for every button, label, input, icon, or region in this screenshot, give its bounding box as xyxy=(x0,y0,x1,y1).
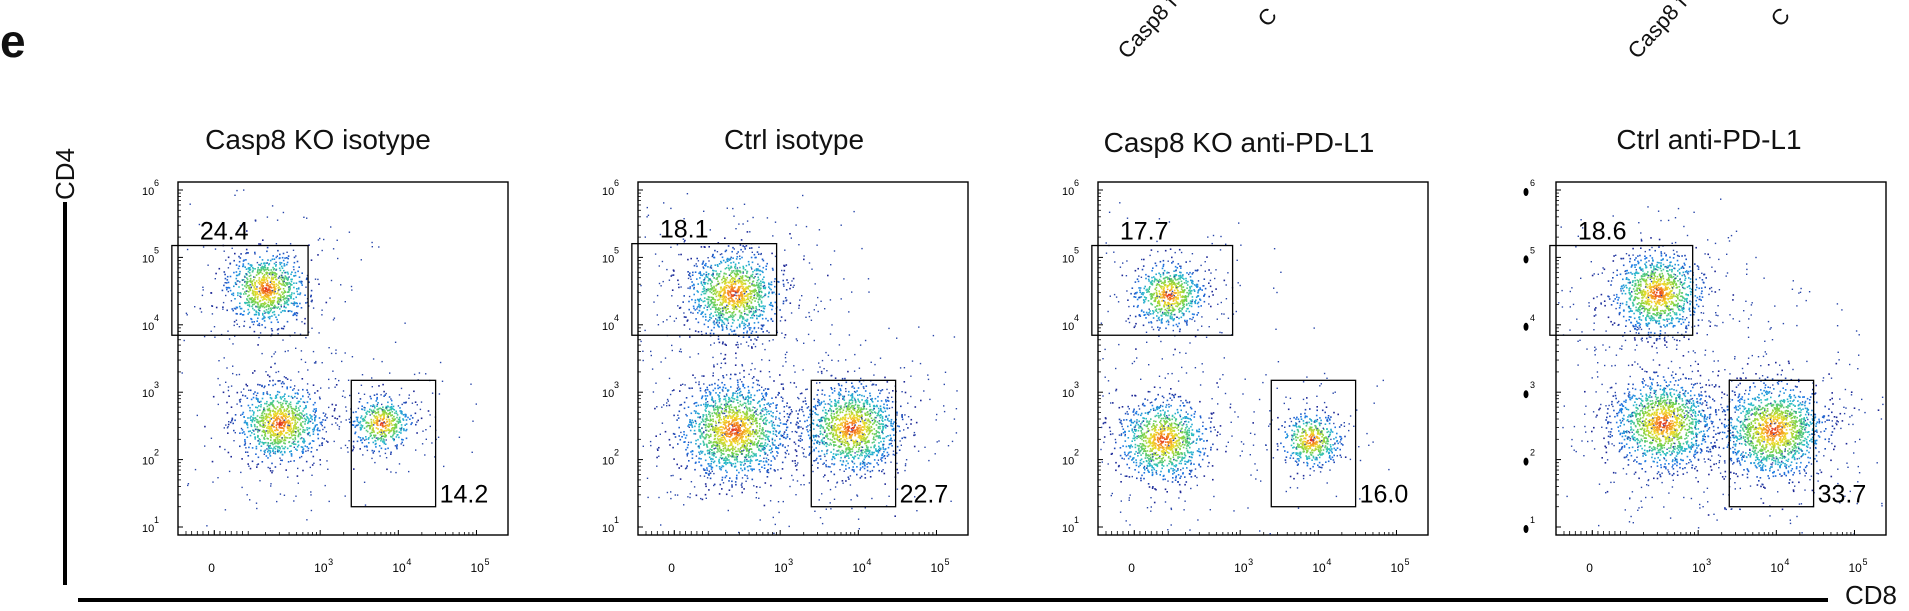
y-tick-exponent: 4 xyxy=(1530,313,1535,323)
x-tick-label: 0 xyxy=(668,561,675,575)
x-tick-exponent: 5 xyxy=(1862,557,1867,567)
x-tick-label: 10 xyxy=(1770,561,1784,575)
gate-percent-cd8: 16.0 xyxy=(1360,481,1409,509)
y-tick-label: 10 xyxy=(1062,321,1074,333)
x-tick-exponent: 3 xyxy=(1706,557,1711,567)
y-tick-exponent: 3 xyxy=(614,380,619,390)
y-tick-label: 10 xyxy=(602,523,614,535)
x-tick-exponent: 4 xyxy=(866,557,871,567)
y-tick-exponent: 3 xyxy=(1530,380,1535,390)
x-tick-label: 10 xyxy=(1692,561,1706,575)
y-tick-label: 10 xyxy=(142,523,154,535)
y-tick-exponent: 6 xyxy=(154,178,159,188)
y-tick-label: 10 xyxy=(602,186,614,198)
y-tick-label: 10 xyxy=(602,253,614,265)
x-tick-label: 0 xyxy=(1586,561,1593,575)
y-tick-label: 10 xyxy=(142,253,154,265)
gate-percent-cd8: 22.7 xyxy=(900,481,949,509)
y-tick-label: 10 xyxy=(1062,253,1074,265)
y-tick-label: 10 xyxy=(1062,186,1074,198)
gate-percent-cd4: 18.1 xyxy=(660,216,709,244)
x-tick-exponent: 4 xyxy=(406,557,411,567)
y-tick-exponent: 1 xyxy=(154,515,159,525)
y-tick-exponent: 2 xyxy=(1074,448,1079,458)
x-tick-label: 10 xyxy=(1848,561,1862,575)
y-tick-exponent: 6 xyxy=(1074,178,1079,188)
y-tick-label: 10 xyxy=(602,321,614,333)
x-tick-exponent: 3 xyxy=(1248,557,1253,567)
gate-percent-cd4: 24.4 xyxy=(200,218,249,246)
x-tick-label: 10 xyxy=(1390,561,1404,575)
y-tick-label: 10 xyxy=(142,388,154,400)
x-tick-label: 0 xyxy=(208,561,215,575)
y-tick-exponent: 6 xyxy=(1530,178,1535,188)
y-tick-exponent: 2 xyxy=(614,448,619,458)
x-tick-label: 10 xyxy=(1234,561,1248,575)
y-tick-exponent: 2 xyxy=(1530,448,1535,458)
x-tick-exponent: 5 xyxy=(1404,557,1409,567)
y-tick-exponent: 4 xyxy=(1074,313,1079,323)
y-tick-label: 10 xyxy=(602,388,614,400)
x-tick-label: 10 xyxy=(774,561,788,575)
y-tick-label: 10 xyxy=(142,321,154,333)
y-tick-label: 10 xyxy=(142,186,154,198)
x-tick-label: 10 xyxy=(314,561,328,575)
y-tick-exponent: 2 xyxy=(154,448,159,458)
y-tick-exponent: 5 xyxy=(154,245,159,255)
x-tick-exponent: 4 xyxy=(1784,557,1789,567)
y-tick-label: 10 xyxy=(1062,523,1074,535)
y-tick-exponent: 1 xyxy=(614,515,619,525)
y-tick-exponent: 6 xyxy=(614,178,619,188)
y-tick-label: 10 xyxy=(602,456,614,468)
x-tick-label: 10 xyxy=(470,561,484,575)
gate-percent-cd8: 14.2 xyxy=(440,481,489,509)
x-tick-label: 10 xyxy=(930,561,944,575)
population-clouds xyxy=(1100,202,1389,534)
x-tick-exponent: 5 xyxy=(484,557,489,567)
gate-percent-cd4: 18.6 xyxy=(1578,218,1627,246)
y-tick-exponent: 5 xyxy=(1530,245,1535,255)
y-tick-exponent: 3 xyxy=(154,380,159,390)
y-tick-exponent: 1 xyxy=(1530,515,1535,525)
y-tick-exponent: 3 xyxy=(1074,380,1079,390)
y-tick-exponent: 4 xyxy=(614,313,619,323)
x-tick-label: 10 xyxy=(1312,561,1326,575)
y-tick-exponent: 5 xyxy=(1074,245,1079,255)
x-tick-label: 10 xyxy=(392,561,406,575)
x-tick-exponent: 3 xyxy=(788,557,793,567)
x-tick-exponent: 4 xyxy=(1326,557,1331,567)
x-tick-exponent: 3 xyxy=(328,557,333,567)
y-tick-label: 10 xyxy=(1062,456,1074,468)
y-tick-label: 10 xyxy=(1062,388,1074,400)
x-tick-label: 10 xyxy=(852,561,866,575)
y-tick-exponent: 4 xyxy=(154,313,159,323)
x-tick-label: 0 xyxy=(1128,561,1135,575)
y-tick-exponent: 5 xyxy=(614,245,619,255)
x-tick-exponent: 5 xyxy=(944,557,949,567)
gate-percent-cd8: 33.7 xyxy=(1818,481,1867,509)
y-tick-exponent: 1 xyxy=(1074,515,1079,525)
gate-percent-cd4: 17.7 xyxy=(1120,218,1169,246)
y-tick-label: 10 xyxy=(142,456,154,468)
